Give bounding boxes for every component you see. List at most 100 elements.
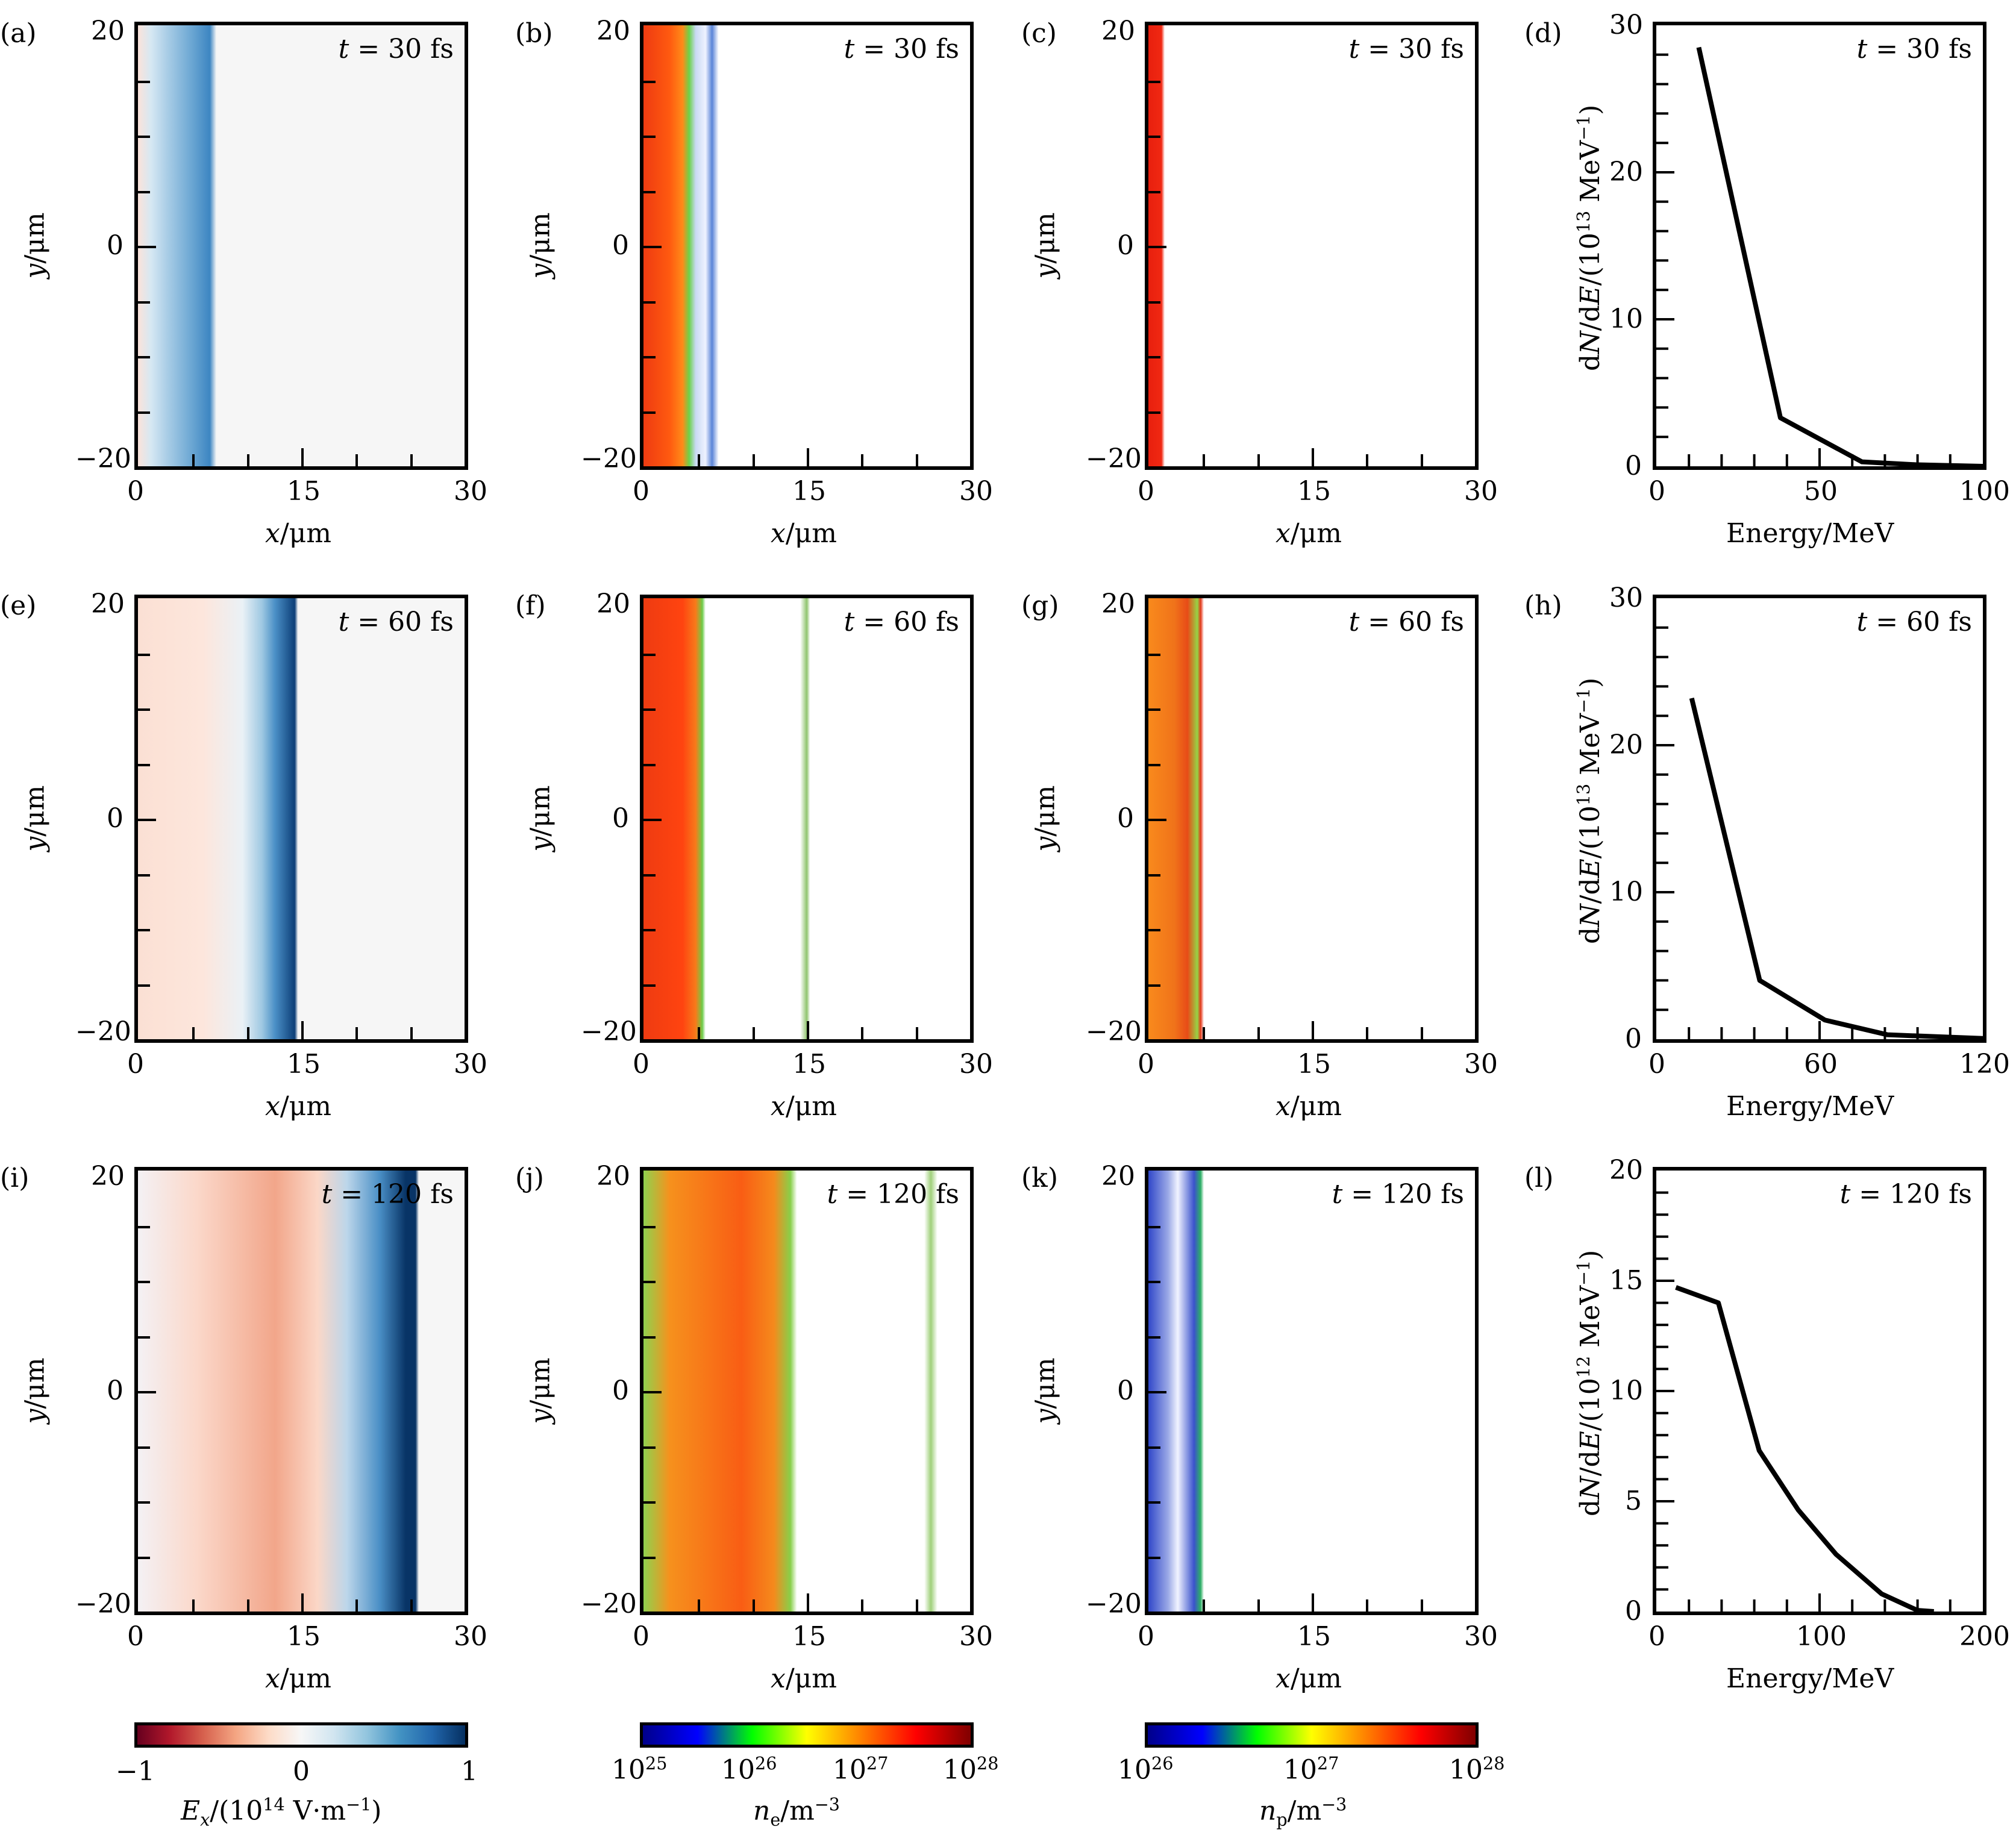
y-tick [138, 1281, 150, 1283]
colorbar-np-tick: 1026 [1118, 1753, 1174, 1786]
y-tick [138, 708, 150, 711]
x-tick-label: 0 [1648, 1621, 1665, 1652]
y-tick [1148, 1281, 1160, 1283]
x-tick [698, 1599, 701, 1612]
y-tick-label: 0 [612, 1375, 629, 1406]
time-annotation: t = 60 fs [844, 607, 959, 637]
spectrum-panel-h: t = 60 fs [1653, 595, 1986, 1043]
y-tick [138, 874, 150, 877]
y-tick [138, 1556, 150, 1559]
x-tick-label: 0 [1648, 476, 1665, 507]
y-axis-title: y/μm [19, 785, 51, 852]
x-tick-label: 50 [1804, 476, 1838, 507]
x-tick-label: 30 [959, 1621, 993, 1652]
y-tick [643, 190, 656, 193]
x-axis-title: x/μm [1276, 518, 1342, 549]
x-tick [915, 1027, 918, 1039]
y-tick-label: 0 [107, 230, 124, 261]
y-tick-label: 5 [1625, 1486, 1642, 1516]
panel-label-j: (j) [515, 1163, 544, 1193]
x-tick [1420, 1027, 1423, 1039]
x-tick [246, 454, 249, 466]
x-tick [301, 1021, 304, 1039]
panel-label-l: (l) [1524, 1163, 1554, 1193]
x-tick [1312, 1021, 1314, 1039]
x-tick-label: 15 [287, 1621, 321, 1652]
y-tick-label: 20 [1609, 730, 1643, 760]
y-tick [643, 80, 656, 83]
x-tick-label: 15 [287, 1049, 321, 1080]
x-tick [410, 1027, 413, 1039]
y-tick [643, 819, 662, 821]
colorbar-np-label: np/m−3 [1259, 1794, 1347, 1830]
x-axis-title: Energy/MeV [1726, 1663, 1894, 1694]
x-tick [410, 1599, 413, 1612]
y-tick [138, 984, 150, 987]
x-tick [1257, 454, 1260, 466]
x-tick [301, 448, 304, 466]
y-tick-label: 20 [1101, 16, 1135, 46]
y-tick-label: 0 [1117, 803, 1134, 834]
y-tick [138, 136, 150, 138]
x-tick [192, 454, 195, 466]
y-tick [643, 246, 662, 248]
x-tick [1420, 454, 1423, 466]
y-tick [138, 1446, 150, 1449]
y-tick [138, 356, 150, 358]
panel-label-k: (k) [1021, 1163, 1058, 1193]
panel-label-d: (d) [1524, 18, 1562, 49]
x-tick [861, 454, 864, 466]
x-tick-label: 30 [454, 1621, 487, 1652]
y-tick-label: 20 [596, 589, 630, 619]
panel-label-h: (h) [1524, 590, 1562, 621]
colorbar-np-tick: 1027 [1283, 1753, 1339, 1786]
x-tick [1257, 1599, 1260, 1612]
panel-label-a: (a) [0, 18, 37, 49]
colorbar-ex-tick: 0 [293, 1756, 310, 1787]
x-tick [807, 1021, 809, 1039]
y-tick [1148, 356, 1160, 358]
colorbar-np-tick: 1028 [1449, 1753, 1505, 1786]
y-tick [1148, 136, 1160, 138]
y-tick-label: 20 [1609, 157, 1643, 187]
spectrum-panel-d: t = 30 fs [1653, 22, 1986, 470]
y-tick [1148, 653, 1160, 656]
colorbar-ex-tick: −1 [116, 1756, 155, 1787]
time-annotation: t = 120 fs [827, 1179, 959, 1210]
spectrum-line [1675, 1285, 1934, 1612]
x-axis-title: x/μm [1276, 1091, 1342, 1122]
x-tick [1312, 1593, 1314, 1612]
y-tick [138, 763, 150, 766]
x-tick [192, 1599, 195, 1612]
y-tick-label: 15 [1609, 1265, 1643, 1296]
y-tick-label: 20 [596, 16, 630, 46]
x-tick [752, 1027, 755, 1039]
y-tick [643, 1446, 656, 1449]
x-tick-label: 30 [454, 1049, 487, 1080]
time-annotation: t = 120 fs [1332, 1179, 1464, 1210]
time-annotation: t = 30 fs [338, 34, 454, 64]
x-tick-label: 15 [1297, 1049, 1331, 1080]
x-tick-label: 15 [792, 476, 826, 507]
x-tick-label: 200 [1959, 1621, 2010, 1652]
y-axis-title: dN/dE/(1012 MeV−1) [1573, 1249, 1606, 1517]
y-tick-label: 0 [1117, 1375, 1134, 1406]
y-tick-label: 0 [107, 803, 124, 834]
x-tick [807, 448, 809, 466]
y-tick [643, 301, 656, 304]
y-axis-title: y/μm [525, 1357, 556, 1424]
y-tick [643, 929, 656, 931]
x-tick-label: 15 [792, 1621, 826, 1652]
y-tick [1148, 1336, 1160, 1339]
x-tick [1312, 448, 1314, 466]
y-tick-label: −20 [581, 1016, 637, 1047]
x-tick [410, 454, 413, 466]
colorbar-ne [640, 1722, 974, 1748]
x-tick [355, 454, 358, 466]
time-annotation: t = 120 fs [1839, 1179, 1972, 1210]
y-tick-label: 10 [1609, 304, 1643, 334]
x-tick-label: 100 [1959, 476, 2010, 507]
y-tick [138, 411, 150, 414]
x-tick [1257, 1027, 1260, 1039]
x-tick-label: 15 [287, 476, 321, 507]
